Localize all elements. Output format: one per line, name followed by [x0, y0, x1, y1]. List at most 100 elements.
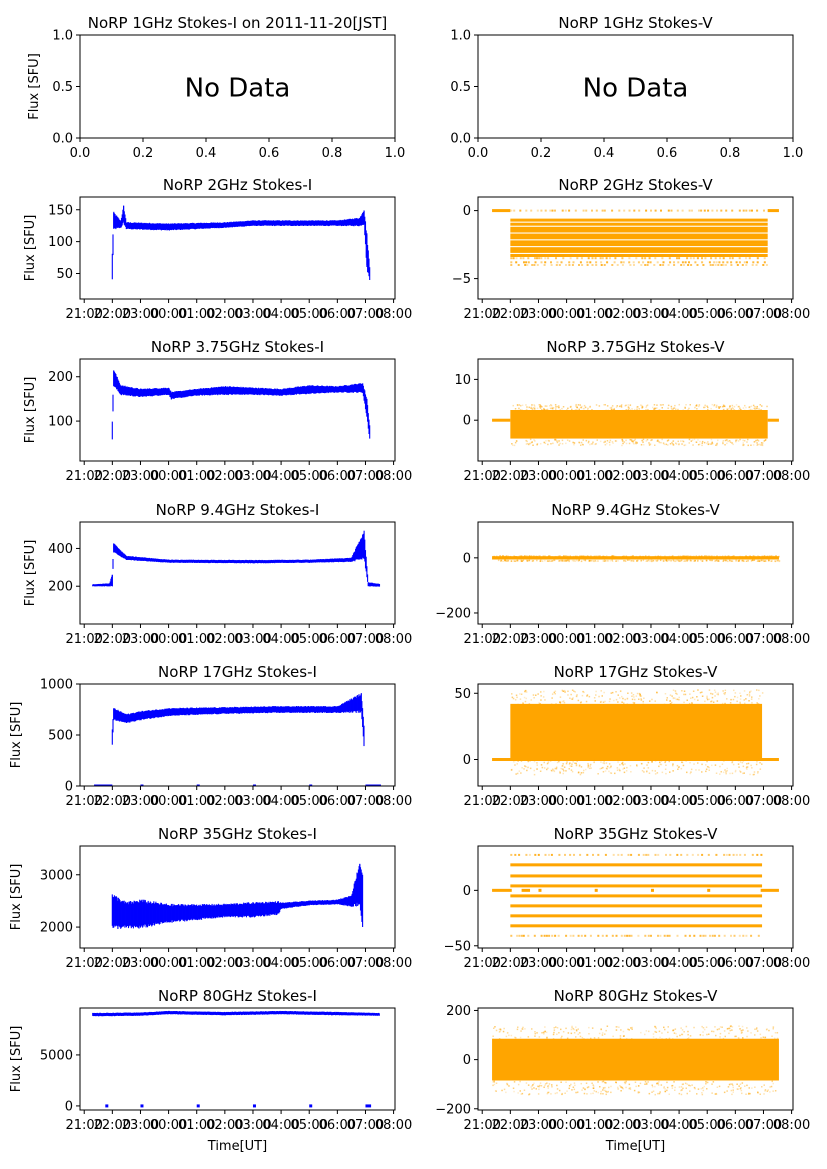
- noise-point: [737, 440, 740, 442]
- noise-point: [744, 1085, 746, 1087]
- noise-point: [640, 559, 642, 562]
- noise-point: [674, 1089, 676, 1091]
- sparse-point: [554, 934, 557, 937]
- noise-point: [543, 1086, 545, 1088]
- sparse-point: [564, 853, 566, 856]
- noise-point: [672, 764, 674, 767]
- noise-core: [492, 556, 779, 560]
- sparse-point: [522, 934, 525, 937]
- x-tick-label: 23:00: [520, 469, 557, 484]
- noise-point: [647, 555, 649, 558]
- noise-point: [694, 560, 697, 562]
- noise-point: [580, 772, 583, 774]
- noise-point: [493, 555, 496, 558]
- noise-point: [541, 409, 543, 411]
- noise-point: [513, 560, 515, 562]
- noise-point: [629, 1088, 632, 1090]
- noise-point: [738, 405, 740, 408]
- noise-point: [708, 769, 710, 771]
- noise-point: [683, 444, 685, 447]
- noise-point: [727, 1086, 730, 1088]
- noise-point: [750, 556, 752, 558]
- noise-point: [760, 442, 763, 444]
- noise-point: [542, 555, 544, 557]
- noise-point: [601, 695, 603, 697]
- sparse-point: [581, 264, 584, 266]
- noise-point: [658, 1081, 660, 1083]
- noise-point: [745, 406, 747, 409]
- sparse-point: [522, 257, 525, 260]
- y-axis-label: Flux [SFU]: [9, 702, 24, 769]
- noise-point: [499, 555, 501, 557]
- sparse-point: [549, 209, 552, 212]
- noise-point: [615, 1026, 618, 1028]
- x-tick-label: 01:00: [576, 956, 613, 971]
- noise-point: [646, 560, 648, 562]
- noise-point: [562, 560, 564, 562]
- noise-point: [601, 556, 604, 558]
- noise-point: [568, 768, 570, 770]
- noise-point: [684, 406, 686, 408]
- noise-point: [642, 703, 644, 705]
- noise-point: [763, 440, 766, 442]
- x-tick-label: 04:00: [262, 307, 299, 322]
- noise-point: [578, 765, 581, 768]
- noise-point: [524, 700, 527, 703]
- noise-point: [688, 1084, 690, 1087]
- noise-point: [705, 1081, 707, 1083]
- x-tick-label: 05:00: [290, 469, 327, 484]
- noise-point: [604, 1086, 606, 1089]
- sparse-point: [748, 209, 751, 212]
- noise-point: [681, 1033, 684, 1036]
- noise-point: [748, 693, 751, 695]
- noise-point: [706, 695, 708, 698]
- noise-point: [531, 441, 533, 443]
- noise-point: [511, 693, 513, 695]
- noise-point: [724, 439, 727, 442]
- noise-point: [574, 409, 576, 412]
- x-tick-label: 07:00: [347, 469, 384, 484]
- noise-point: [619, 690, 622, 692]
- noise-point: [582, 444, 584, 446]
- noise-point: [604, 440, 606, 442]
- noise-point: [629, 404, 632, 406]
- sparse-point: [612, 853, 615, 856]
- noise-point: [554, 404, 557, 406]
- noise-point: [575, 764, 578, 766]
- sparse-point: [709, 934, 711, 937]
- noise-point: [535, 694, 537, 696]
- sparse-point: [660, 209, 662, 212]
- noise-point: [546, 768, 548, 771]
- noise-point: [685, 556, 687, 558]
- noise-point: [733, 555, 735, 557]
- noise-point: [669, 771, 671, 773]
- noise-point: [686, 560, 688, 562]
- noise-point: [582, 439, 584, 441]
- noise-point: [608, 770, 610, 773]
- noise-point: [723, 692, 725, 695]
- x-tick-label: 0.0: [70, 146, 91, 161]
- noise-point: [547, 762, 549, 764]
- sparse-point: [669, 261, 672, 264]
- noise-point: [553, 770, 556, 773]
- x-tick-label: 00:00: [150, 1118, 187, 1133]
- noise-point: [731, 555, 734, 558]
- sparse-point: [670, 209, 673, 212]
- noise-point: [603, 760, 605, 763]
- noise-point: [573, 560, 575, 562]
- sparse-point: [592, 853, 594, 856]
- axes-frame: [477, 521, 794, 625]
- sparse-point: [711, 934, 714, 937]
- noise-point: [691, 439, 694, 441]
- noise-point: [571, 408, 573, 411]
- noise-point: [530, 406, 533, 408]
- sparse-point: [526, 264, 529, 266]
- noise-point: [706, 442, 708, 445]
- noise-point: [739, 407, 741, 409]
- noise-point: [635, 1085, 637, 1088]
- noise-point: [503, 1027, 505, 1030]
- sparse-point: [738, 261, 741, 264]
- noise-point: [684, 693, 687, 696]
- noise-point: [547, 767, 549, 769]
- noise-point: [613, 699, 615, 702]
